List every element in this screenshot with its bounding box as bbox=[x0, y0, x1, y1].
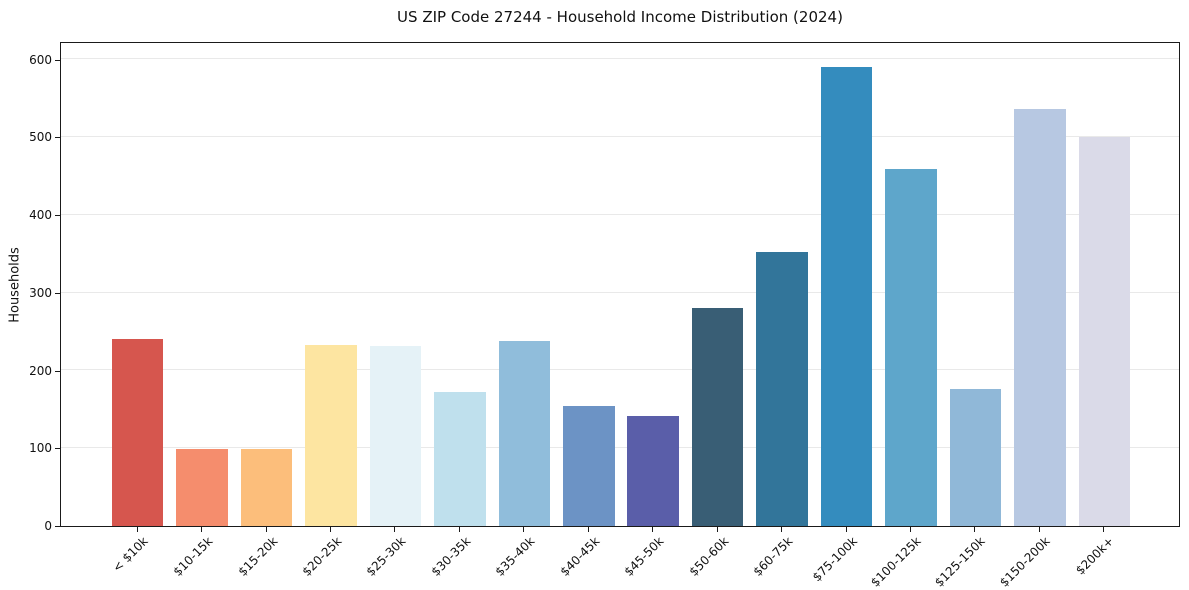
bar-10 bbox=[756, 252, 808, 526]
x-tick-label-1: $10-15k bbox=[170, 534, 215, 579]
x-tick-label-9: $50-60k bbox=[686, 534, 731, 579]
bar-11 bbox=[820, 67, 873, 526]
bar-12 bbox=[885, 169, 937, 526]
bar-14 bbox=[1014, 108, 1066, 526]
bar-0 bbox=[111, 339, 164, 526]
y-tick-mark-400 bbox=[55, 215, 60, 216]
gridline-y-300 bbox=[61, 292, 1179, 293]
gridline-y-200 bbox=[61, 369, 1179, 370]
x-tick-label-0: < $10k bbox=[110, 534, 151, 575]
x-tick-mark-15 bbox=[1103, 527, 1104, 532]
y-tick-label-0: 0 bbox=[44, 519, 52, 533]
x-tick-label-6: $35-40k bbox=[492, 534, 537, 579]
x-tick-label-4: $25-30k bbox=[363, 534, 408, 579]
x-tick-mark-3 bbox=[330, 527, 331, 532]
x-tick-mark-4 bbox=[394, 527, 395, 532]
bar-13 bbox=[949, 389, 1002, 526]
bar-3 bbox=[305, 344, 357, 526]
y-tick-mark-200 bbox=[55, 371, 60, 372]
bar-9 bbox=[691, 308, 744, 526]
x-tick-mark-8 bbox=[652, 527, 653, 532]
y-tick-mark-100 bbox=[55, 448, 60, 449]
y-tick-mark-500 bbox=[55, 137, 60, 138]
x-tick-mark-11 bbox=[846, 527, 847, 532]
x-tick-mark-10 bbox=[781, 527, 782, 532]
chart-title: US ZIP Code 27244 - Household Income Dis… bbox=[397, 8, 843, 26]
bar-6 bbox=[498, 341, 551, 526]
x-tick-label-5: $30-35k bbox=[428, 534, 473, 579]
x-tick-mark-14 bbox=[1039, 527, 1040, 532]
y-tick-label-600: 600 bbox=[29, 53, 52, 67]
x-tick-label-8: $45-50k bbox=[621, 534, 666, 579]
plot-area bbox=[60, 42, 1180, 527]
bar-4 bbox=[369, 345, 422, 526]
x-tick-mark-6 bbox=[523, 527, 524, 532]
x-tick-mark-7 bbox=[588, 527, 589, 532]
bar-2 bbox=[240, 449, 293, 526]
x-tick-label-10: $60-75k bbox=[750, 534, 795, 579]
y-tick-label-500: 500 bbox=[29, 130, 52, 144]
x-tick-mark-1 bbox=[201, 527, 202, 532]
x-tick-label-11: $75-100k bbox=[809, 534, 860, 585]
x-tick-mark-9 bbox=[717, 527, 718, 532]
y-tick-label-100: 100 bbox=[29, 441, 52, 455]
x-tick-mark-0 bbox=[137, 527, 138, 532]
y-tick-label-400: 400 bbox=[29, 208, 52, 222]
x-tick-label-7: $40-45k bbox=[557, 534, 602, 579]
bar-5 bbox=[434, 391, 486, 526]
gridline-y-500 bbox=[61, 136, 1179, 137]
x-tick-label-13: $125-150k bbox=[932, 534, 988, 590]
x-tick-mark-12 bbox=[910, 527, 911, 532]
gridline-y-600 bbox=[61, 58, 1179, 59]
gridline-y-100 bbox=[61, 447, 1179, 448]
y-axis-label: Households bbox=[7, 247, 23, 323]
x-tick-label-3: $20-25k bbox=[299, 534, 344, 579]
x-tick-label-12: $100-125k bbox=[868, 534, 924, 590]
x-tick-mark-13 bbox=[974, 527, 975, 532]
bar-7 bbox=[563, 406, 615, 526]
x-tick-label-2: $15-20k bbox=[235, 534, 280, 579]
bar-8 bbox=[627, 415, 679, 526]
y-tick-label-200: 200 bbox=[29, 364, 52, 378]
y-tick-mark-300 bbox=[55, 293, 60, 294]
x-tick-mark-5 bbox=[459, 527, 460, 532]
y-tick-label-300: 300 bbox=[29, 286, 52, 300]
x-tick-label-14: $150-200k bbox=[997, 534, 1053, 590]
y-tick-mark-600 bbox=[55, 60, 60, 61]
x-tick-mark-2 bbox=[266, 527, 267, 532]
x-tick-label-15: $200k+ bbox=[1073, 534, 1117, 578]
y-tick-mark-0 bbox=[55, 526, 60, 527]
bar-1 bbox=[176, 449, 228, 526]
bar-15 bbox=[1078, 137, 1131, 526]
gridline-y-400 bbox=[61, 214, 1179, 215]
